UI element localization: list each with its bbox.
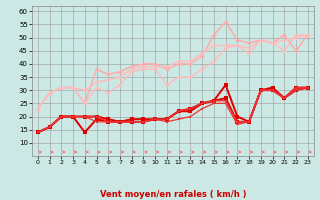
X-axis label: Vent moyen/en rafales ( km/h ): Vent moyen/en rafales ( km/h ) — [100, 190, 246, 199]
